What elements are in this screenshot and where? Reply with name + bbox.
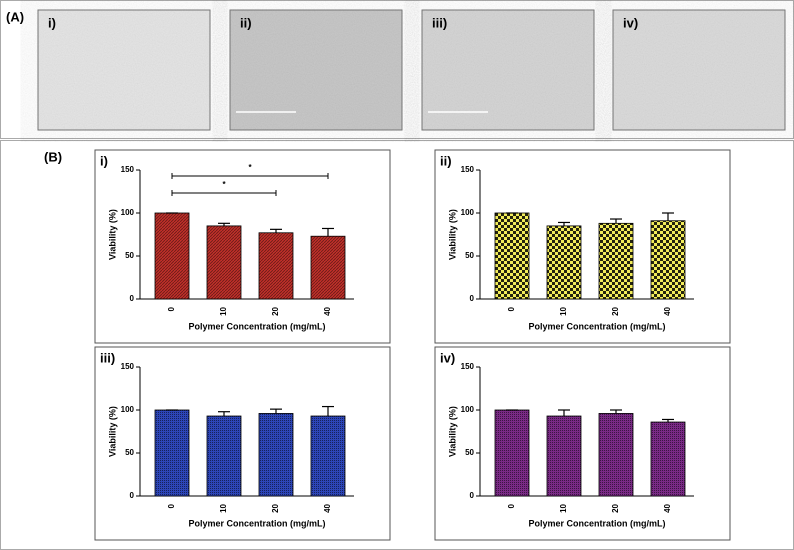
error-bar bbox=[662, 212, 674, 221]
bar-pattern bbox=[311, 416, 345, 496]
chart-label: ii) bbox=[440, 153, 452, 168]
y-tick-label: 50 bbox=[125, 251, 134, 260]
y-axis-label: Viability (%) bbox=[107, 406, 117, 457]
x-axis-label: Polymer Concentration (mg/mL) bbox=[188, 321, 325, 331]
error-bar bbox=[610, 218, 622, 224]
chart: 0 50 100 150 0 10 20 40 Polymer Concentration (m… bbox=[94, 346, 391, 541]
y-tick-label: 150 bbox=[461, 362, 475, 371]
bar-pattern bbox=[259, 413, 293, 496]
chart-frame bbox=[94, 346, 391, 541]
x-axis-label: Polymer Concentration (mg/mL) bbox=[528, 321, 665, 331]
y-tick-label: 100 bbox=[121, 208, 135, 217]
y-axis-label: Viability (%) bbox=[447, 406, 457, 457]
chart-frame bbox=[94, 149, 391, 344]
x-tick-label: 20 bbox=[611, 306, 620, 315]
sig-marker: * bbox=[248, 163, 252, 172]
image-label: i) bbox=[48, 15, 56, 30]
panel-label: (A) bbox=[6, 9, 24, 24]
bar-pattern bbox=[547, 225, 581, 299]
error-bar bbox=[558, 409, 570, 417]
error-bar bbox=[322, 227, 334, 237]
image-texture bbox=[422, 10, 594, 130]
bar-pattern bbox=[259, 232, 293, 299]
y-tick-label: 150 bbox=[121, 362, 135, 371]
x-axis-label: Polymer Concentration (mg/mL) bbox=[528, 518, 665, 528]
image-label: iii) bbox=[432, 15, 447, 30]
image-label: ii) bbox=[240, 15, 252, 30]
x-tick-label: 10 bbox=[559, 503, 568, 512]
bar-pattern bbox=[651, 422, 685, 496]
y-axis-label: Viability (%) bbox=[107, 209, 117, 260]
chart-label: i) bbox=[100, 153, 108, 168]
bar-pattern bbox=[155, 410, 189, 496]
micrograph: iii) bbox=[421, 9, 595, 131]
x-tick-label: 40 bbox=[663, 503, 672, 512]
y-tick-label: 150 bbox=[121, 165, 135, 174]
y-tick-label: 50 bbox=[125, 448, 134, 457]
x-tick-label: 0 bbox=[507, 503, 516, 508]
bar-pattern bbox=[311, 236, 345, 299]
x-tick-label: 40 bbox=[663, 306, 672, 315]
y-tick-label: 100 bbox=[121, 405, 135, 414]
chart-frame bbox=[434, 346, 731, 541]
x-axis-label: Polymer Concentration (mg/mL) bbox=[188, 518, 325, 528]
error-bar bbox=[270, 228, 282, 233]
error-bar bbox=[662, 418, 674, 423]
y-tick-label: 0 bbox=[470, 491, 475, 500]
y-tick-label: 100 bbox=[461, 405, 475, 414]
bar-pattern bbox=[599, 223, 633, 299]
panel-label: (B) bbox=[44, 149, 62, 164]
x-tick-label: 20 bbox=[271, 503, 280, 512]
error-bar bbox=[558, 221, 570, 226]
image-texture bbox=[38, 10, 210, 130]
y-tick-label: 50 bbox=[465, 251, 474, 260]
y-tick-label: 0 bbox=[130, 294, 135, 303]
error-bar bbox=[218, 411, 230, 417]
x-tick-label: 10 bbox=[219, 503, 228, 512]
sig-marker: * bbox=[222, 180, 226, 189]
y-tick-label: 100 bbox=[461, 208, 475, 217]
bar-pattern bbox=[599, 413, 633, 496]
x-tick-label: 0 bbox=[167, 503, 176, 508]
micrograph: i) bbox=[37, 9, 211, 131]
micrograph: iv) bbox=[612, 9, 786, 131]
micrograph: ii) bbox=[229, 9, 403, 131]
bar-pattern bbox=[495, 213, 529, 299]
x-tick-label: 10 bbox=[559, 306, 568, 315]
error-bar bbox=[270, 408, 282, 414]
bar-pattern bbox=[651, 220, 685, 299]
image-label: iv) bbox=[623, 15, 638, 30]
x-tick-label: 40 bbox=[323, 306, 332, 315]
chart-label: iv) bbox=[440, 350, 455, 365]
bar-pattern bbox=[495, 410, 529, 496]
bar-pattern bbox=[155, 213, 189, 299]
error-bar bbox=[610, 409, 622, 414]
chart: 0 50 100 150 0 10 20 40 Polymer Concentration (m… bbox=[434, 149, 731, 344]
y-tick-label: 50 bbox=[465, 448, 474, 457]
y-tick-label: 0 bbox=[130, 491, 135, 500]
chart: 0 50 100 150 0 10 20 40 Polymer Concentration (m… bbox=[94, 149, 391, 344]
bar-pattern bbox=[207, 416, 241, 496]
chart-frame bbox=[434, 149, 731, 344]
image-texture bbox=[230, 10, 402, 130]
x-tick-label: 20 bbox=[611, 503, 620, 512]
error-bar bbox=[218, 222, 230, 226]
image-texture bbox=[613, 10, 785, 130]
y-axis-label: Viability (%) bbox=[447, 209, 457, 260]
x-tick-label: 20 bbox=[271, 306, 280, 315]
x-tick-label: 10 bbox=[219, 306, 228, 315]
x-tick-label: 40 bbox=[323, 503, 332, 512]
y-tick-label: 0 bbox=[470, 294, 475, 303]
error-bar bbox=[322, 405, 334, 417]
x-tick-label: 0 bbox=[507, 306, 516, 311]
x-tick-label: 0 bbox=[167, 306, 176, 311]
chart-label: iii) bbox=[100, 350, 115, 365]
chart: 0 50 100 150 0 10 20 40 Polymer Concentration (m… bbox=[434, 346, 731, 541]
y-tick-label: 150 bbox=[461, 165, 475, 174]
bar-pattern bbox=[547, 416, 581, 496]
bar-pattern bbox=[207, 225, 241, 299]
